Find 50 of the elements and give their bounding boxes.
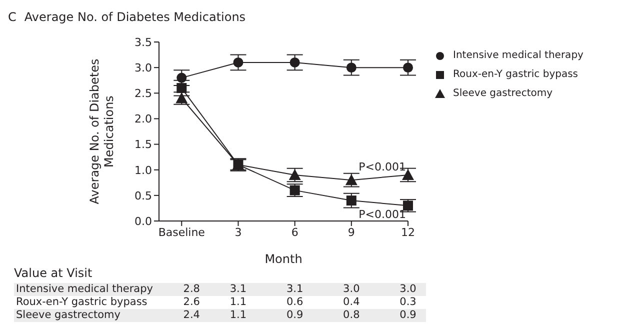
y-tick-label: 1.5 <box>134 138 152 152</box>
data-label: 3.1 <box>230 283 247 295</box>
x-tick-label: Baseline <box>158 226 206 239</box>
annotation: P<0.001 <box>358 160 406 174</box>
text: Sleeve gastrectomy <box>16 309 121 321</box>
y-tick-label: 0.5 <box>134 189 152 202</box>
data-label: 3.0 <box>343 283 360 295</box>
data-label: 2.6 <box>183 296 200 308</box>
data-label: 0.9 <box>400 309 416 321</box>
chart-title: Average No. of Diabetes Medications <box>24 10 246 24</box>
text: Roux-en-Y gastric bypass <box>16 296 148 308</box>
x-tick-label: 12 <box>401 226 415 239</box>
data-label: 0.9 <box>286 309 304 321</box>
point <box>176 83 187 94</box>
legend-label: Sleeve gastrectomy <box>453 88 553 99</box>
y-tick-label: 3.0 <box>134 61 152 74</box>
point <box>290 57 300 68</box>
x-tick-label: 6 <box>291 226 298 239</box>
y-tick-label: 2.0 <box>134 112 152 126</box>
text: Value at Visit <box>14 266 92 280</box>
y-tick-label: 2.5 <box>134 87 152 100</box>
point <box>346 196 356 206</box>
text: C <box>8 10 16 24</box>
data-label: 0.6 <box>286 296 304 308</box>
text: Intensive medical therapy <box>16 283 153 295</box>
x-tick-label: 9 <box>348 226 355 239</box>
y-axis-title: Average No. of Diabetes Medications <box>88 58 116 204</box>
annotation: P<0.001 <box>358 208 406 221</box>
data-label: 1.1 <box>230 296 247 308</box>
data-label: 2.4 <box>183 309 200 321</box>
data-label: 1.1 <box>230 309 247 321</box>
y-tick-label: 0.0 <box>134 214 152 228</box>
data-label: 2.8 <box>183 283 200 295</box>
y-tick-label: 1.0 <box>134 164 152 177</box>
point <box>176 92 188 104</box>
point <box>176 72 187 83</box>
data-label: 3.1 <box>286 283 304 295</box>
legend-label: Intensive medical therapy <box>453 50 584 61</box>
x-tick-label: 3 <box>234 226 242 239</box>
point <box>346 62 356 73</box>
point <box>403 200 413 211</box>
x-axis-title: Month <box>264 252 302 266</box>
data-label: 3.0 <box>400 283 416 295</box>
y-tick-label: 3.5 <box>134 36 152 49</box>
point <box>233 57 244 68</box>
data-label: 0.4 <box>343 296 360 308</box>
data-label: 0.3 <box>400 296 416 308</box>
legend-label: Roux-en-Y gastric bypass <box>453 69 578 80</box>
point <box>403 62 413 73</box>
data-label: 0.8 <box>343 309 360 321</box>
